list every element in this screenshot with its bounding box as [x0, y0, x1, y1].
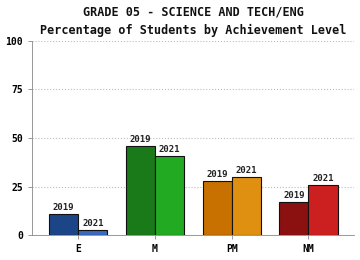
- Bar: [78, 230, 107, 235]
- Bar: [49, 214, 78, 235]
- Bar: [279, 202, 309, 235]
- Title: GRADE 05 - SCIENCE AND TECH/ENG
Percentage of Students by Achievement Level: GRADE 05 - SCIENCE AND TECH/ENG Percenta…: [40, 5, 347, 37]
- Bar: [203, 181, 232, 235]
- Text: 2021: 2021: [235, 166, 257, 175]
- Bar: [232, 177, 261, 235]
- Text: 2019: 2019: [53, 203, 75, 212]
- Text: 2021: 2021: [159, 145, 180, 154]
- Text: 2021: 2021: [82, 219, 104, 228]
- Bar: [155, 155, 184, 235]
- Text: 2019: 2019: [283, 191, 305, 200]
- Text: 2019: 2019: [130, 135, 151, 144]
- Bar: [309, 185, 338, 235]
- Bar: [126, 146, 155, 235]
- Text: 2021: 2021: [312, 174, 334, 183]
- Text: 2019: 2019: [206, 170, 228, 179]
